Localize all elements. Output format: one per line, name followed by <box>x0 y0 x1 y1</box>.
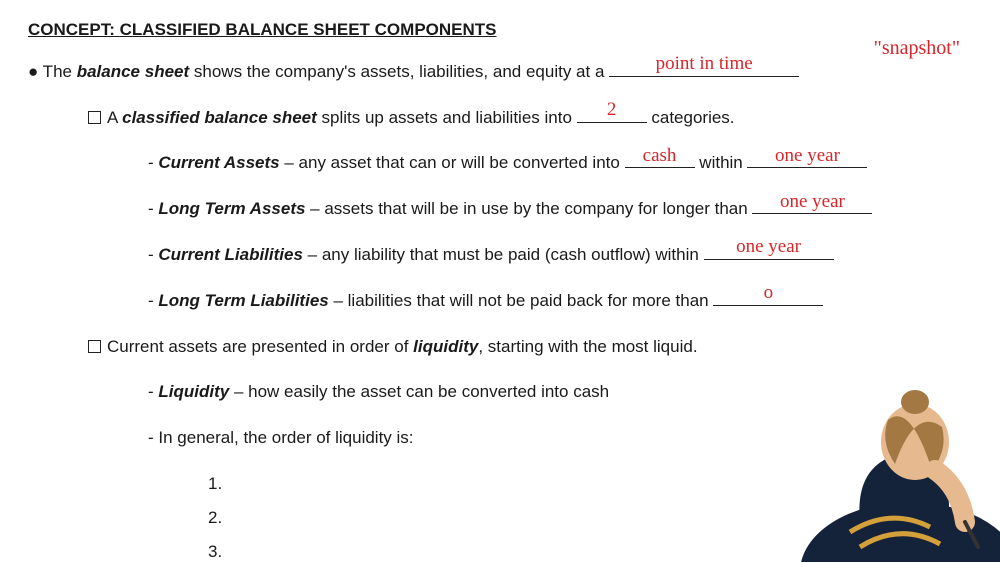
concept-title: CLASSIFIED BALANCE SHEET COMPONENTS <box>120 20 497 39</box>
fill-one-year-2: one year <box>752 189 872 216</box>
line-long-term-assets: - Long Term Assets – assets that will be… <box>148 197 972 221</box>
blank-point-in-time: point in time <box>609 76 799 77</box>
line-classified-bs: A classified balance sheet splits up ass… <box>88 106 972 130</box>
fill-2: 2 <box>577 97 647 124</box>
blank-cl: one year <box>704 259 834 260</box>
text: - <box>148 245 158 264</box>
presenter-figure <box>760 372 1000 562</box>
term-balance-sheet: balance sheet <box>77 62 189 81</box>
concept-label: CONCEPT: <box>28 20 115 39</box>
fill-one-year-1: one year <box>747 143 867 170</box>
annotation-snapshot: "snapshot" <box>874 34 960 62</box>
fill-point-in-time: point in time <box>609 51 799 78</box>
checkbox-icon <box>88 111 101 124</box>
term-liquidity-2: Liquidity <box>158 382 229 401</box>
text: – any liability that must be paid (cash … <box>303 245 704 264</box>
term-current-assets: Current Assets <box>158 153 279 172</box>
line-current-assets: - Current Assets – any asset that can or… <box>148 151 972 175</box>
text: , starting with the most liquid. <box>478 337 697 356</box>
fill-partial: o <box>713 280 823 307</box>
blank-ca-within: one year <box>747 167 867 168</box>
blank-cash: cash <box>625 167 695 168</box>
fill-one-year-3: one year <box>704 234 834 261</box>
text: shows the company's assets, liabilities,… <box>189 62 609 81</box>
term-liquidity-1: liquidity <box>413 337 478 356</box>
text: - <box>148 291 158 310</box>
term-classified-bs: classified balance sheet <box>122 108 317 127</box>
blank-categories: 2 <box>577 122 647 123</box>
text: – how easily the asset can be converted … <box>229 382 609 401</box>
text: ● The <box>28 62 77 81</box>
text: – any asset that can or will be converte… <box>280 153 625 172</box>
blank-ltl: o <box>713 305 823 306</box>
line-long-term-liabilities: - Long Term Liabilities – liabilities th… <box>148 289 972 313</box>
line-balance-sheet: ● The balance sheet shows the company's … <box>28 60 972 84</box>
checkbox-icon <box>88 340 101 353</box>
blank-lta: one year <box>752 213 872 214</box>
text: A <box>107 108 122 127</box>
text: - <box>148 199 158 218</box>
concept-header: CONCEPT: CLASSIFIED BALANCE SHEET COMPON… <box>28 18 972 42</box>
fill-cash: cash <box>625 143 695 170</box>
term-lt-liab: Long Term Liabilities <box>158 291 328 310</box>
text: - <box>148 382 158 401</box>
text: – assets that will be in use by the comp… <box>305 199 752 218</box>
line-liquidity-order: Current assets are presented in order of… <box>88 335 972 359</box>
text: splits up assets and liabilities into <box>317 108 577 127</box>
line-current-liabilities: - Current Liabilities – any liability th… <box>148 243 972 267</box>
text: - In general, the order of liquidity is: <box>148 428 414 447</box>
text: categories. <box>647 108 735 127</box>
text: within <box>695 153 748 172</box>
text: - <box>148 153 158 172</box>
text: – liabilities that will not be paid back… <box>329 291 714 310</box>
term-lt-assets: Long Term Assets <box>158 199 305 218</box>
text: Current assets are presented in order of <box>107 337 413 356</box>
term-current-liab: Current Liabilities <box>158 245 303 264</box>
